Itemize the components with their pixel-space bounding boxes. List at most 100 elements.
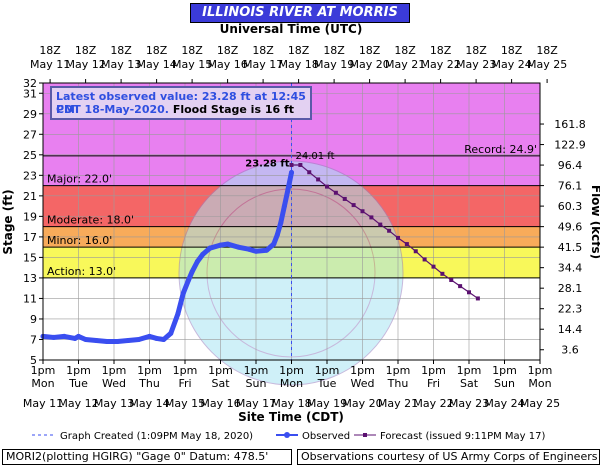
top-hour-label: 18Z <box>110 44 132 57</box>
observed-point <box>115 339 121 345</box>
forecast-point <box>307 170 312 175</box>
latest-line-1: Latest observed value: 23.28 ft at 12:45… <box>56 90 306 116</box>
bottom-date-label: May 17 <box>236 397 276 410</box>
bottom-time-label: 1pm <box>102 364 127 377</box>
bottom-time-label: 1pm <box>350 364 375 377</box>
observed-point <box>125 338 131 344</box>
forecast-point <box>298 162 303 167</box>
bottom-time-label: 1pm <box>457 364 482 377</box>
forecast-point <box>467 290 471 295</box>
top-date-label: May 25 <box>527 58 567 71</box>
flood-stage-note: Flood Stage is 16 ft <box>168 103 295 116</box>
observed-point <box>200 251 206 257</box>
bottom-day-label: Thu <box>387 377 409 390</box>
y-tick-label: 19 <box>23 210 37 223</box>
forecast-point <box>431 264 436 269</box>
top-date-label: May 20 <box>349 58 389 71</box>
top-date-label: May 15 <box>172 58 212 71</box>
top-hour-label: 18Z <box>430 44 452 57</box>
top-date-label: May 19 <box>314 58 354 71</box>
observed-point <box>278 220 284 226</box>
bottom-day-label: Thu <box>138 377 160 390</box>
observed-point <box>51 334 57 340</box>
bottom-time-label: 1pm <box>244 364 269 377</box>
observed-point <box>136 336 142 342</box>
y2-tick-label: 14.4 <box>558 323 583 336</box>
forecast-point <box>413 249 418 254</box>
y-tick-label: 9 <box>30 313 37 326</box>
y2-tick-label: 60.3 <box>558 200 583 213</box>
observed-point <box>218 242 223 248</box>
category-label-moderate: Moderate: 18.0' <box>47 214 134 227</box>
top-date-label: May 24 <box>491 58 531 71</box>
observed-point <box>93 338 99 344</box>
forecast-point <box>378 222 383 227</box>
top-hour-label: 18Z <box>359 44 381 57</box>
bottom-day-label: Sun <box>494 377 515 390</box>
bottom-date-label: May 24 <box>484 397 524 410</box>
forecast-point <box>351 203 356 208</box>
y-tick-label: 25 <box>23 149 37 162</box>
bottom-date-label: May 11 <box>23 397 63 410</box>
bottom-date-label: May 14 <box>129 397 169 410</box>
bottom-day-label: Mon <box>280 377 303 390</box>
top-date-label: May 11 <box>30 58 70 71</box>
y-axis-title: Stage (ft) <box>1 189 15 254</box>
y-tick-label: 17 <box>23 231 37 244</box>
top-hour-label: 18Z <box>288 44 310 57</box>
bottom-day-label: Mon <box>528 377 551 390</box>
forecast-point <box>342 196 347 201</box>
observed-point <box>271 241 277 247</box>
y-tick-label: 29 <box>23 108 37 121</box>
forecast-point <box>458 284 463 289</box>
observed-point <box>189 269 195 275</box>
observed-point <box>186 277 192 283</box>
y-tick-label: 7 <box>30 333 37 346</box>
forecast-point <box>369 215 374 220</box>
bottom-time-label: 1pm <box>492 364 517 377</box>
bottom-date-label: May 19 <box>307 397 347 410</box>
observed-point <box>235 244 241 250</box>
top-hour-label: 18Z <box>465 44 487 57</box>
bottom-day-label: Tue <box>317 377 337 390</box>
bottom-day-label: Fri <box>178 377 191 390</box>
bottom-day-label: Fri <box>427 377 440 390</box>
bottom-day-label: Wed <box>351 377 375 390</box>
forecast-point <box>325 184 329 189</box>
chart-title-bar: ILLINOIS RIVER AT MORRIS <box>190 3 410 23</box>
bottom-date-label: May 12 <box>58 397 98 410</box>
legend-graph-created: Graph Created (1:09PM May 18, 2020) <box>60 431 253 442</box>
legend: Graph Created (1:09PM May 18, 2020) Obse… <box>32 431 545 442</box>
bottom-date-label: May 25 <box>520 397 560 410</box>
noaa-logo-watermark <box>178 160 404 386</box>
bottom-day-label: Sat <box>460 377 479 390</box>
y2-tick-label: 34.4 <box>558 262 583 275</box>
bottom-day-label: Sat <box>211 377 230 390</box>
y-tick-label: 15 <box>23 251 37 264</box>
category-label-major: Major: 22.0' <box>47 173 112 186</box>
y-tick-label: 32 <box>23 77 37 90</box>
bottom-day-label: Wed <box>102 377 126 390</box>
bottom-time-label: 1pm <box>31 364 56 377</box>
y2-tick-label: 22.3 <box>558 303 583 316</box>
bottom-date-label: May 23 <box>449 397 489 410</box>
bottom-day-label: Mon <box>31 377 54 390</box>
forecast-point <box>360 209 365 214</box>
top-axis-title: Universal Time (UTC) <box>220 22 363 36</box>
observed-point <box>154 335 160 341</box>
latest-observation-box: Latest observed value: 23.28 ft at 12:45… <box>50 86 312 120</box>
observed-point <box>168 330 174 336</box>
legend-forecast: Forecast (issued 9:11PM May 17) <box>380 431 545 442</box>
bottom-day-label: Tue <box>68 377 88 390</box>
observed-line <box>40 169 294 345</box>
forecast-point <box>333 190 338 195</box>
bottom-time-label: 1pm <box>279 364 304 377</box>
observed-point <box>253 248 259 254</box>
bottom-time-label: 1pm <box>137 364 162 377</box>
forecast-value-label: 24.01 ft <box>296 151 335 162</box>
observed-point <box>83 336 89 342</box>
bottom-time-label: 1pm <box>528 364 553 377</box>
top-hour-label: 18Z <box>536 44 558 57</box>
top-hour-label: 18Z <box>75 44 97 57</box>
